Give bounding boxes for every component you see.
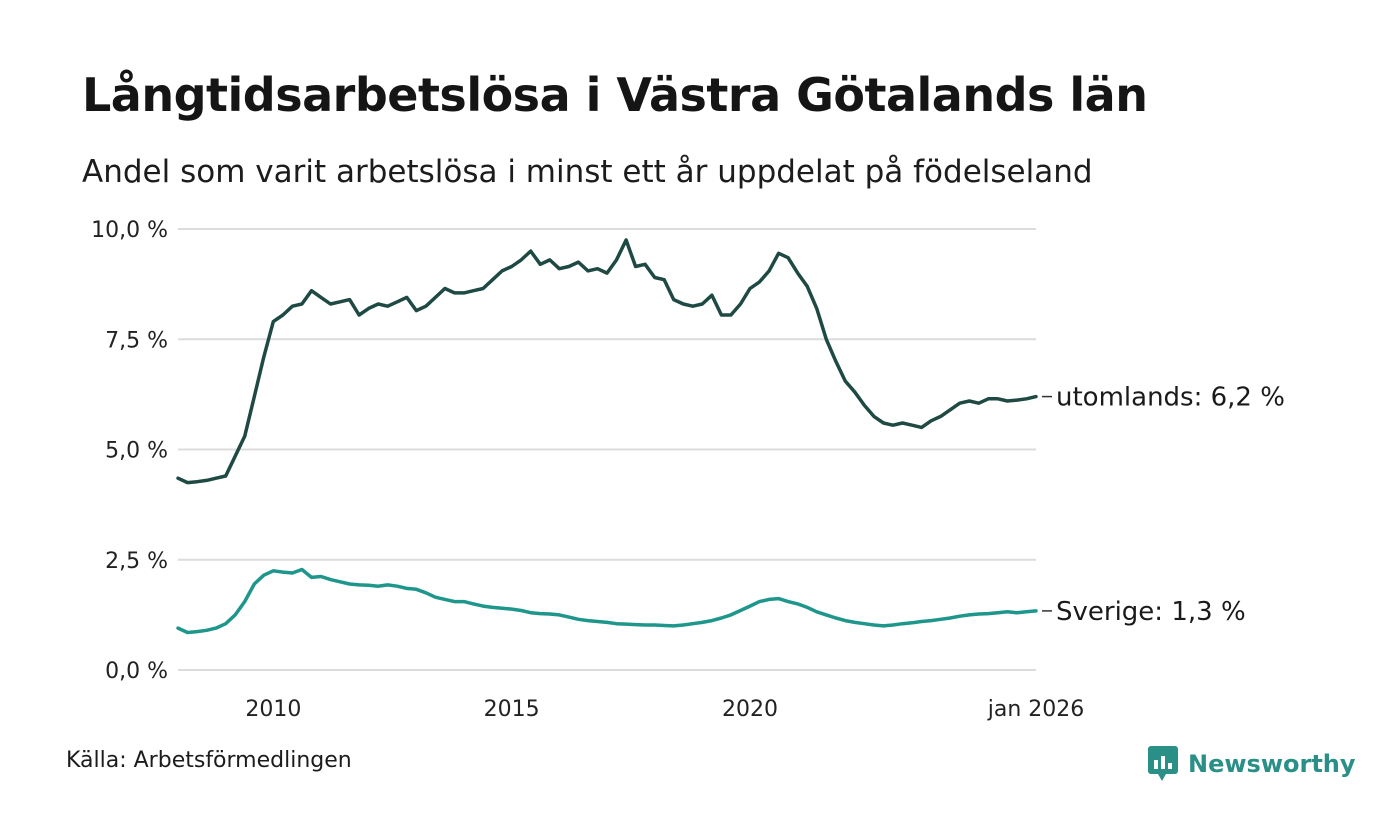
x-tick-label: jan 2026 [987, 697, 1085, 722]
source-note: Källa: Arbetsförmedlingen [66, 748, 352, 773]
x-tick-label: 2020 [722, 697, 778, 722]
newsworthy-logo-icon [1148, 746, 1178, 781]
line-chart: 0,0 % 2,5 % 5,0 % 7,5 % 10,0 % 2010 2015 2020 ja… [91, 218, 1285, 722]
series-end-label: utomlands: 6,2 % [1056, 383, 1285, 413]
x-tick-label: 2010 [245, 697, 301, 722]
x-tick-label: 2015 [484, 697, 540, 722]
series-line-utomlands [176, 238, 1038, 485]
series-end-label: Sverige: 1,3 % [1056, 597, 1246, 627]
y-tick-label: 7,5 % [105, 328, 168, 353]
y-tick-label: 2,5 % [105, 549, 168, 574]
y-tick-label: 0,0 % [105, 659, 168, 684]
brand-name: Newsworthy [1188, 750, 1356, 778]
brand-logo[interactable]: Newsworthy [1148, 744, 1356, 784]
y-tick-label: 5,0 % [105, 439, 168, 464]
y-tick-label: 10,0 % [91, 218, 168, 243]
chart-title: Långtidsarbetslösa i Västra Götalands lä… [82, 68, 1148, 122]
chart-subtitle: Andel som varit arbetslösa i minst ett å… [82, 154, 1093, 190]
series-line-sverige [176, 567, 1038, 635]
